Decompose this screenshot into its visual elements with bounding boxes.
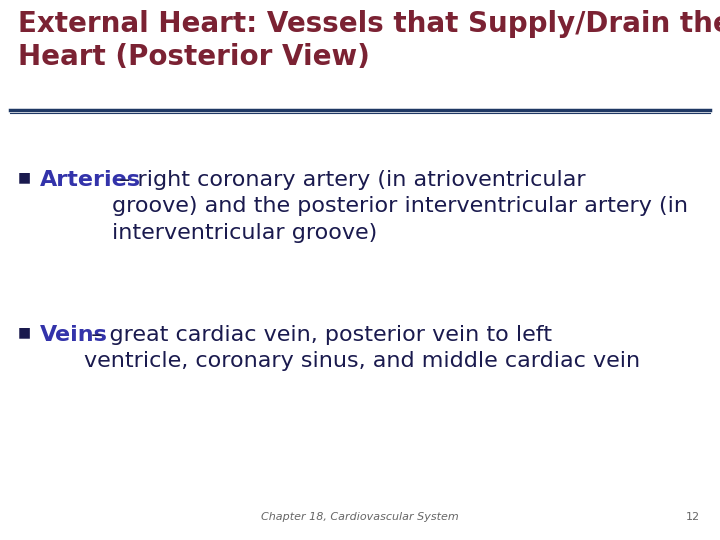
Text: Arteries: Arteries [40, 170, 141, 190]
Text: – right coronary artery (in atrioventricular
groove) and the posterior intervent: – right coronary artery (in atrioventric… [112, 170, 688, 243]
Text: 12: 12 [686, 512, 700, 522]
Text: Chapter 18, Cardiovascular System: Chapter 18, Cardiovascular System [261, 512, 459, 522]
Text: – great cardiac vein, posterior vein to left
ventricle, coronary sinus, and midd: – great cardiac vein, posterior vein to … [84, 325, 640, 372]
Text: External Heart: Vessels that Supply/Drain the
Heart (Posterior View): External Heart: Vessels that Supply/Drai… [18, 10, 720, 71]
Text: ■: ■ [18, 325, 31, 339]
Text: ■: ■ [18, 170, 31, 184]
Text: Veins: Veins [40, 325, 108, 345]
